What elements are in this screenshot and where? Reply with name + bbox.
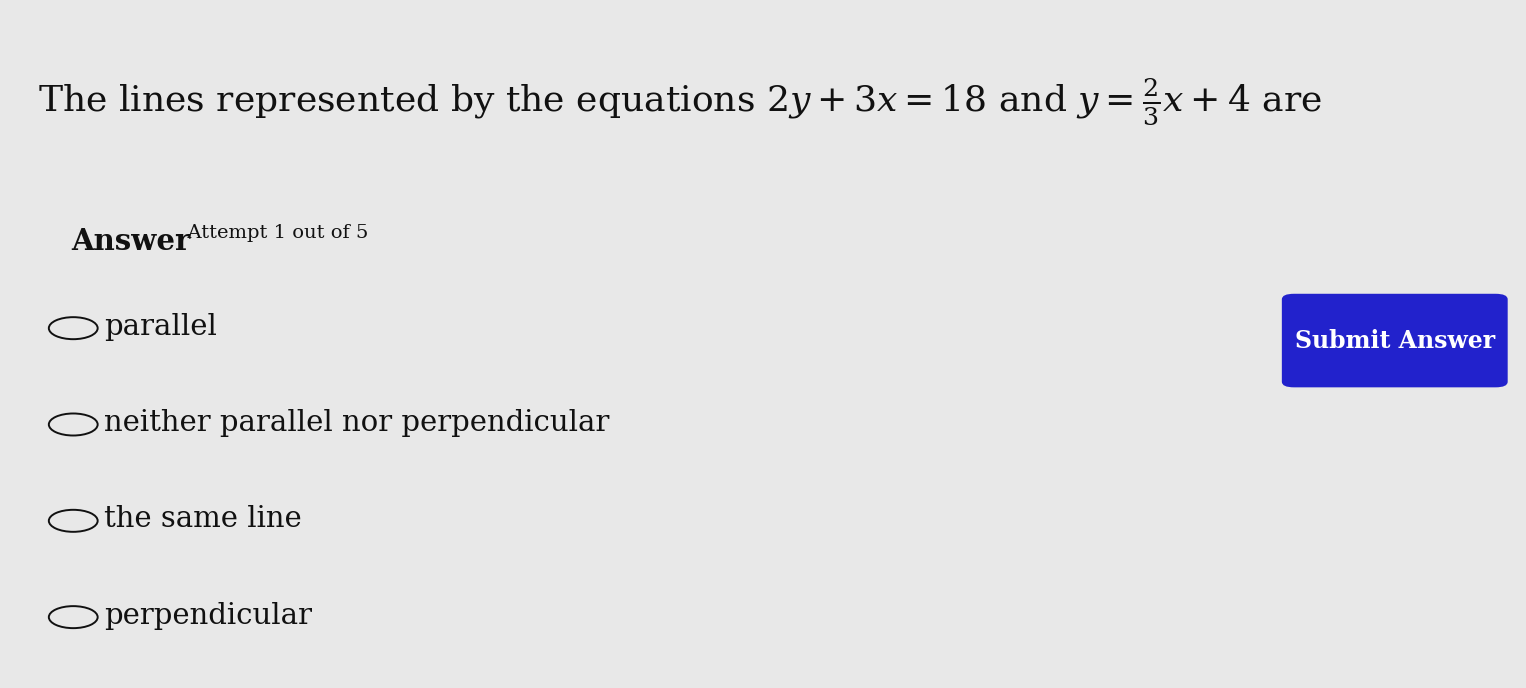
Text: perpendicular: perpendicular <box>104 601 311 630</box>
Text: Submit Answer: Submit Answer <box>1294 329 1495 352</box>
Text: Answer: Answer <box>72 227 191 256</box>
Text: parallel: parallel <box>104 312 217 341</box>
Text: The lines represented by the equations $2y + 3x = 18$ and $y = \frac{2}{3}x + 4$: The lines represented by the equations $… <box>38 76 1322 127</box>
Text: the same line: the same line <box>104 505 302 533</box>
Text: Attempt 1 out of 5: Attempt 1 out of 5 <box>175 224 369 241</box>
Text: neither parallel nor perpendicular: neither parallel nor perpendicular <box>104 409 609 437</box>
FancyBboxPatch shape <box>1282 294 1508 387</box>
